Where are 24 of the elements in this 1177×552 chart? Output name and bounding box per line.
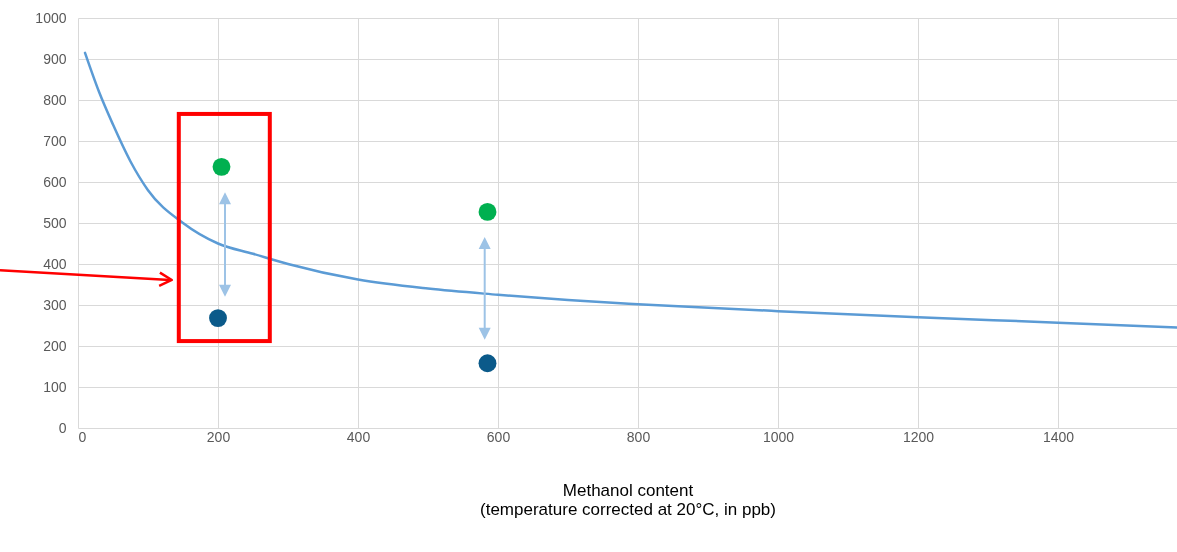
x-tick-label: 1200 xyxy=(902,428,935,445)
point xyxy=(478,354,497,373)
y-tick-label: 600 xyxy=(43,173,67,190)
y-tick-label: 800 xyxy=(43,91,67,108)
x-tick-label: 600 xyxy=(486,428,511,445)
x-tick-label: 400 xyxy=(346,428,371,445)
point xyxy=(212,157,231,176)
point xyxy=(478,203,497,221)
y-tick-label: 900 xyxy=(43,50,67,67)
x-tick-label: 0 xyxy=(78,428,87,445)
y-tick-label: 300 xyxy=(43,296,67,313)
y-tick-label: 500 xyxy=(43,214,67,231)
y-tick-label: 1000 xyxy=(35,9,67,26)
y-tick-label: 700 xyxy=(43,132,67,149)
x-axis-title: Methanol content (temperature corrected at 20°C, in ppb) xyxy=(480,480,776,519)
point xyxy=(209,309,227,328)
y-tick-label: 200 xyxy=(43,337,67,354)
y-tick-label: 400 xyxy=(43,255,67,272)
x-tick-label: 200 xyxy=(206,428,231,445)
line-series xyxy=(83,51,1177,329)
x-tick-label: 1000 xyxy=(762,428,795,445)
y-tick-label: 100 xyxy=(43,378,67,395)
x-tick-label: 800 xyxy=(626,428,651,445)
x-tick-label: 1400 xyxy=(1042,428,1075,445)
